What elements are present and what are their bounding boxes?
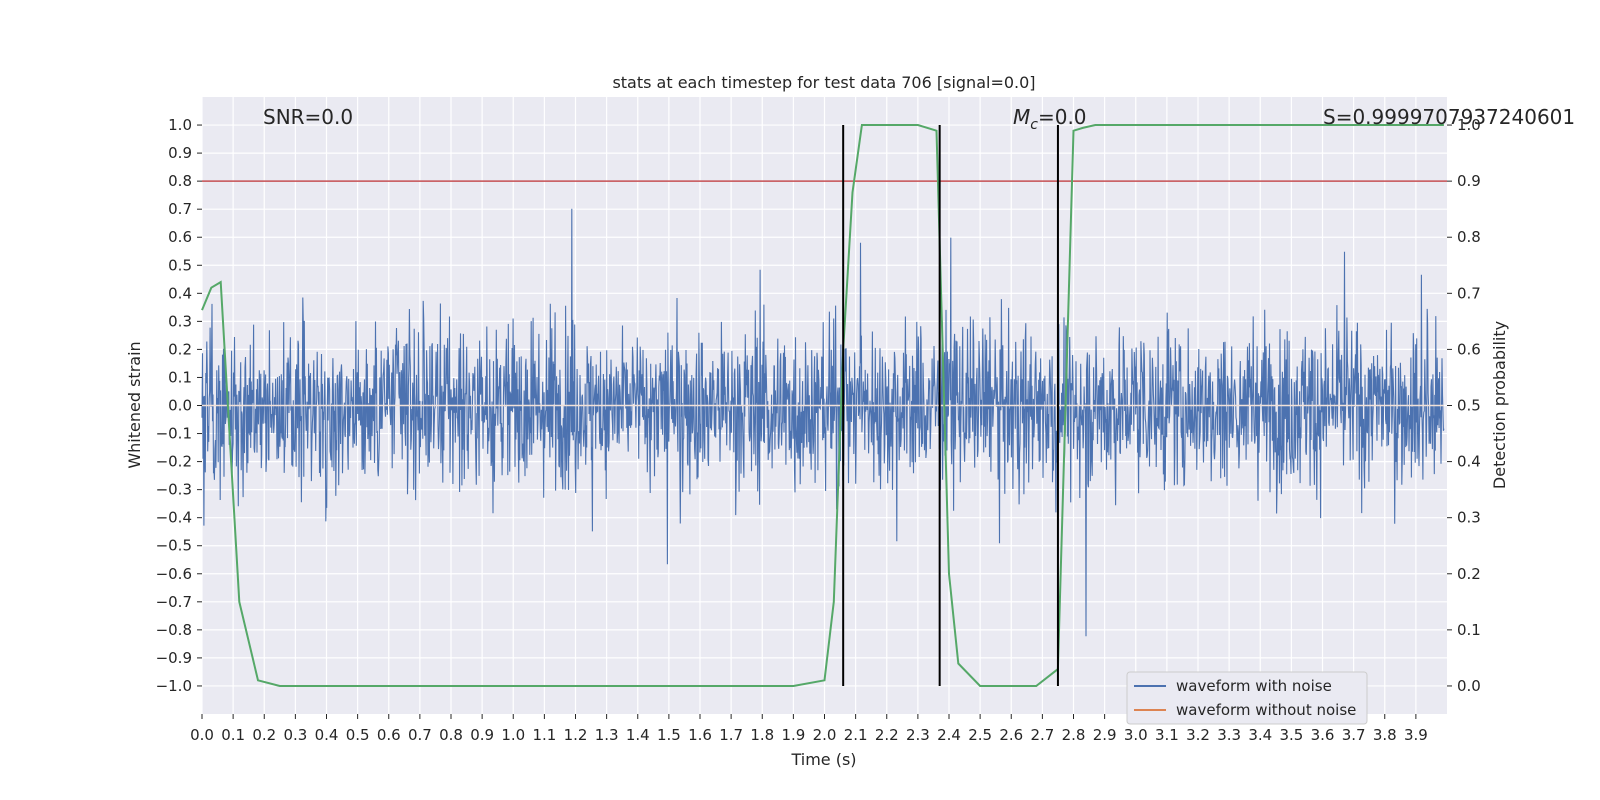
y-tick-label: −0.5: [156, 537, 192, 555]
x-tick-label: 3.0: [1124, 726, 1148, 744]
y-tick-label: −0.7: [156, 593, 192, 611]
y-axis-label: Whitened strain: [125, 341, 144, 468]
y-right-tick-label: 0.3: [1457, 509, 1481, 527]
y-tick-label: 0.2: [168, 340, 192, 358]
x-tick-label: 3.3: [1217, 726, 1241, 744]
legend: waveform with noise waveform without noi…: [1126, 671, 1368, 725]
y-tick-label: 0.5: [168, 256, 192, 274]
x-tick-label: 0.1: [221, 726, 245, 744]
y-tick-label: −0.6: [156, 565, 192, 583]
x-tick-label: 0.5: [346, 726, 370, 744]
x-tick-label: 1.8: [750, 726, 774, 744]
y-tick-label: 0.1: [168, 368, 192, 386]
x-tick-label: 2.6: [999, 726, 1023, 744]
x-tick-label: 1.0: [501, 726, 525, 744]
y-tick-label: 0.6: [168, 228, 192, 246]
x-tick-label: 0.0: [190, 726, 214, 744]
x-tick-label: 2.9: [1093, 726, 1117, 744]
x-tick-label: 1.9: [781, 726, 805, 744]
y-right-tick-label: 0.8: [1457, 228, 1481, 246]
x-tick-label: 1.1: [532, 726, 556, 744]
y-axis-right-label: Detection probability: [1490, 321, 1509, 489]
waveform-with-noise-series: [201, 208, 1445, 637]
mc-symbol: M: [1013, 105, 1030, 129]
x-tick-label: 1.7: [719, 726, 743, 744]
y-tick-label: 0.7: [168, 200, 192, 218]
y-right-tick-label: 0.4: [1457, 453, 1481, 471]
legend-label-clean: waveform without noise: [1176, 701, 1356, 719]
y-right-tick-label: 1.0: [1457, 116, 1481, 134]
y-tick-label: −0.4: [156, 509, 192, 527]
y-right-tick-label: 0.9: [1457, 172, 1481, 190]
y-right-tick-label: 0.5: [1457, 397, 1481, 415]
y-tick-label: 0.3: [168, 312, 192, 330]
detection-probability-line: [201, 124, 1444, 687]
x-tick-label: 0.2: [252, 726, 276, 744]
s-annotation: S=0.9999707937240601: [1323, 105, 1575, 129]
x-tick-label: 2.5: [968, 726, 992, 744]
x-tick-label: 2.4: [937, 726, 961, 744]
y-tick-label: −0.9: [156, 649, 192, 667]
mc-annotation: Mc=0.0: [1013, 105, 1087, 133]
x-tick-label: 2.2: [875, 726, 899, 744]
mc-subscript: c: [1030, 117, 1038, 133]
x-tick-label: 1.4: [626, 726, 650, 744]
legend-box: [1126, 671, 1368, 725]
snr-annotation: SNR=0.0: [263, 105, 353, 129]
y-tick-label: −0.8: [156, 621, 192, 639]
mc-value: =0.0: [1038, 105, 1087, 129]
x-tick-label: 0.9: [470, 726, 494, 744]
y-right-tick-label: 0.7: [1457, 284, 1481, 302]
y-tick-label: −0.2: [156, 453, 192, 471]
x-tick-label: 3.4: [1248, 726, 1272, 744]
y-right-tick-label: 0.1: [1457, 621, 1481, 639]
y-tick-label: 0.9: [168, 144, 192, 162]
x-tick-label: 1.2: [564, 726, 588, 744]
y-axis-right-ticks: 1.0 0.9 0.8 0.7 0.6 0.5 0.4 0.3 0.2 0.1 0.0: [1447, 116, 1481, 695]
y-right-tick-label: 0.0: [1457, 677, 1481, 695]
x-tick-label: 2.7: [1030, 726, 1054, 744]
x-tick-label: 1.3: [595, 726, 619, 744]
y-tick-label: 0.4: [168, 284, 192, 302]
x-tick-label: 2.8: [1062, 726, 1086, 744]
x-tick-label: 2.1: [844, 726, 868, 744]
x-tick-label: 3.1: [1155, 726, 1179, 744]
x-axis-ticks: 0.0 0.1 0.2 0.3 0.4 0.5 0.6 0.7 0.8 0.9 1.0 1.1 1.2 1…: [190, 714, 1428, 744]
x-tick-label: 2.0: [813, 726, 837, 744]
x-tick-label: 3.9: [1404, 726, 1428, 744]
y-right-tick-label: 0.6: [1457, 340, 1481, 358]
detection-markers: [842, 125, 1059, 686]
x-tick-label: 0.4: [315, 726, 339, 744]
legend-label-noise: waveform with noise: [1176, 677, 1332, 695]
x-tick-label: 3.7: [1342, 726, 1366, 744]
y-right-tick-label: 0.2: [1457, 565, 1481, 583]
x-tick-label: 1.5: [657, 726, 681, 744]
y-tick-label: 1.0: [168, 116, 192, 134]
chart-title: stats at each timestep for test data 706…: [612, 73, 1035, 92]
x-tick-label: 3.2: [1186, 726, 1210, 744]
x-tick-label: 3.8: [1373, 726, 1397, 744]
x-tick-label: 2.3: [906, 726, 930, 744]
noise-trace: [201, 208, 1445, 637]
y-tick-label: −1.0: [156, 677, 192, 695]
x-tick-label: 3.6: [1311, 726, 1335, 744]
x-tick-label: 0.6: [377, 726, 401, 744]
y-tick-label: 0.8: [168, 172, 192, 190]
x-tick-label: 0.7: [408, 726, 432, 744]
x-tick-label: 3.5: [1279, 726, 1303, 744]
y-tick-label: −0.3: [156, 481, 192, 499]
x-axis-label: Time (s): [790, 750, 856, 769]
x-tick-label: 0.3: [283, 726, 307, 744]
y-tick-label: −0.1: [156, 425, 192, 443]
x-tick-label: 0.8: [439, 726, 463, 744]
y-tick-label: 0.0: [168, 397, 192, 415]
x-tick-label: 1.6: [688, 726, 712, 744]
y-axis-ticks: 1.0 0.9 0.8 0.7 0.6 0.5 0.4 0.3 0.2 0.1 0.0 −0.1 −0.…: [156, 116, 202, 695]
